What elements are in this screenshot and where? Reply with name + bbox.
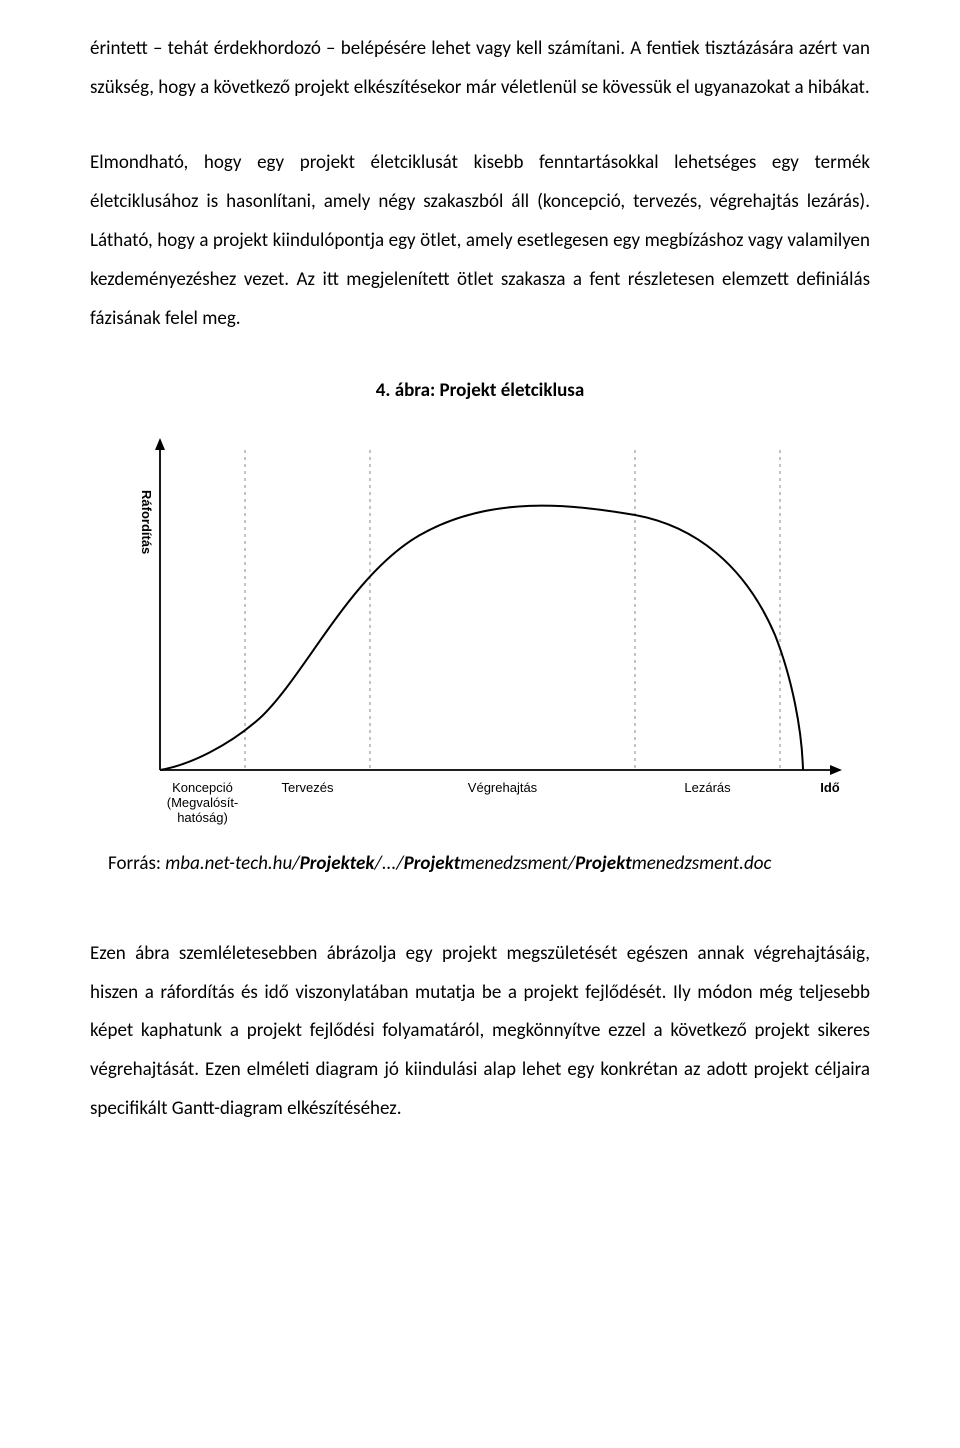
paragraph-1: érintett – tehát érdekhordozó – belépésé… [90,30,870,108]
svg-text:(Megvalósít-: (Megvalósít- [167,795,239,810]
svg-text:Ráfordítás: Ráfordítás [139,490,154,554]
paragraph-2: Elmondható, hogy egy projekt életciklusá… [90,144,870,339]
svg-text:Idő: Idő [820,780,840,795]
svg-text:Koncepció: Koncepció [172,780,233,795]
lifecycle-chart: Ráfordítás Idő Koncepció(Megvalósít-hatósá… [90,420,870,840]
source-label: Forrás: [108,852,165,875]
source-bold1: Projektek [300,852,375,875]
figure-title: 4. ábra: Projekt életciklusa [90,379,870,402]
svg-text:hatóság): hatóság) [177,810,228,825]
source-part1: mba.net-tech.hu/ [165,852,299,875]
figure-source: Forrás: mba.net-tech.hu/Projektek/.../Pr… [108,852,870,875]
source-bold3: Projekt [575,852,632,875]
svg-text:Lezárás: Lezárás [684,780,731,795]
svg-text:Tervezés: Tervezés [281,780,334,795]
document-page: érintett – tehát érdekhordozó – belépésé… [0,0,960,1169]
source-part3: menedzsment/ [460,852,575,875]
source-bold2: Projekt [404,852,461,875]
paragraph-3: Ezen ábra szemléletesebben ábrázolja egy… [90,935,870,1130]
source-part4: menedzsment.doc [632,852,772,875]
source-part2: /.../ [374,852,403,875]
svg-text:Végrehajtás: Végrehajtás [468,780,538,795]
lifecycle-svg: Ráfordítás Idő Koncepció(Megvalósít-hatósá… [90,420,870,840]
